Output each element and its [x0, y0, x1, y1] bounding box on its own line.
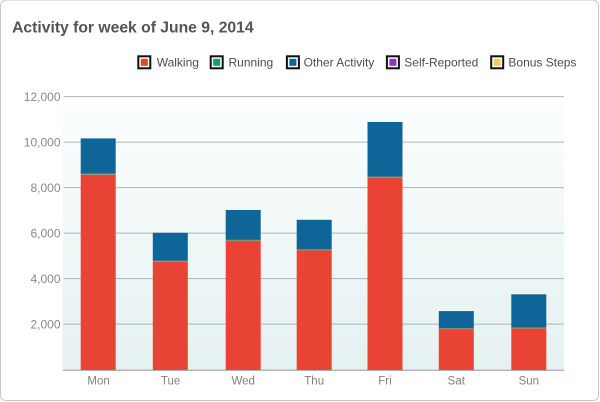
svg-text:6,000: 6,000: [30, 226, 60, 240]
svg-text:Sat: Sat: [448, 375, 466, 387]
svg-text:2,000: 2,000: [30, 317, 60, 331]
svg-text:Tue: Tue: [161, 375, 180, 387]
svg-text:Fri: Fri: [378, 375, 391, 387]
svg-text:Sun: Sun: [519, 375, 539, 387]
svg-text:Self-Reported: Self-Reported: [404, 56, 478, 70]
svg-text:Running: Running: [229, 56, 274, 70]
svg-text:Wed: Wed: [231, 375, 254, 387]
svg-text:Walking: Walking: [157, 56, 199, 70]
svg-text:Mon: Mon: [87, 375, 109, 387]
svg-text:Activity for week of June 9, 2: Activity for week of June 9, 2014: [12, 20, 254, 37]
svg-text:Thu: Thu: [304, 375, 324, 387]
svg-text:10,000: 10,000: [24, 135, 61, 149]
svg-text:4,000: 4,000: [30, 272, 60, 286]
svg-text:8,000: 8,000: [30, 181, 60, 195]
svg-text:Other Activity: Other Activity: [304, 56, 375, 70]
svg-text:12,000: 12,000: [24, 90, 61, 104]
svg-text:Bonus Steps: Bonus Steps: [508, 56, 576, 70]
